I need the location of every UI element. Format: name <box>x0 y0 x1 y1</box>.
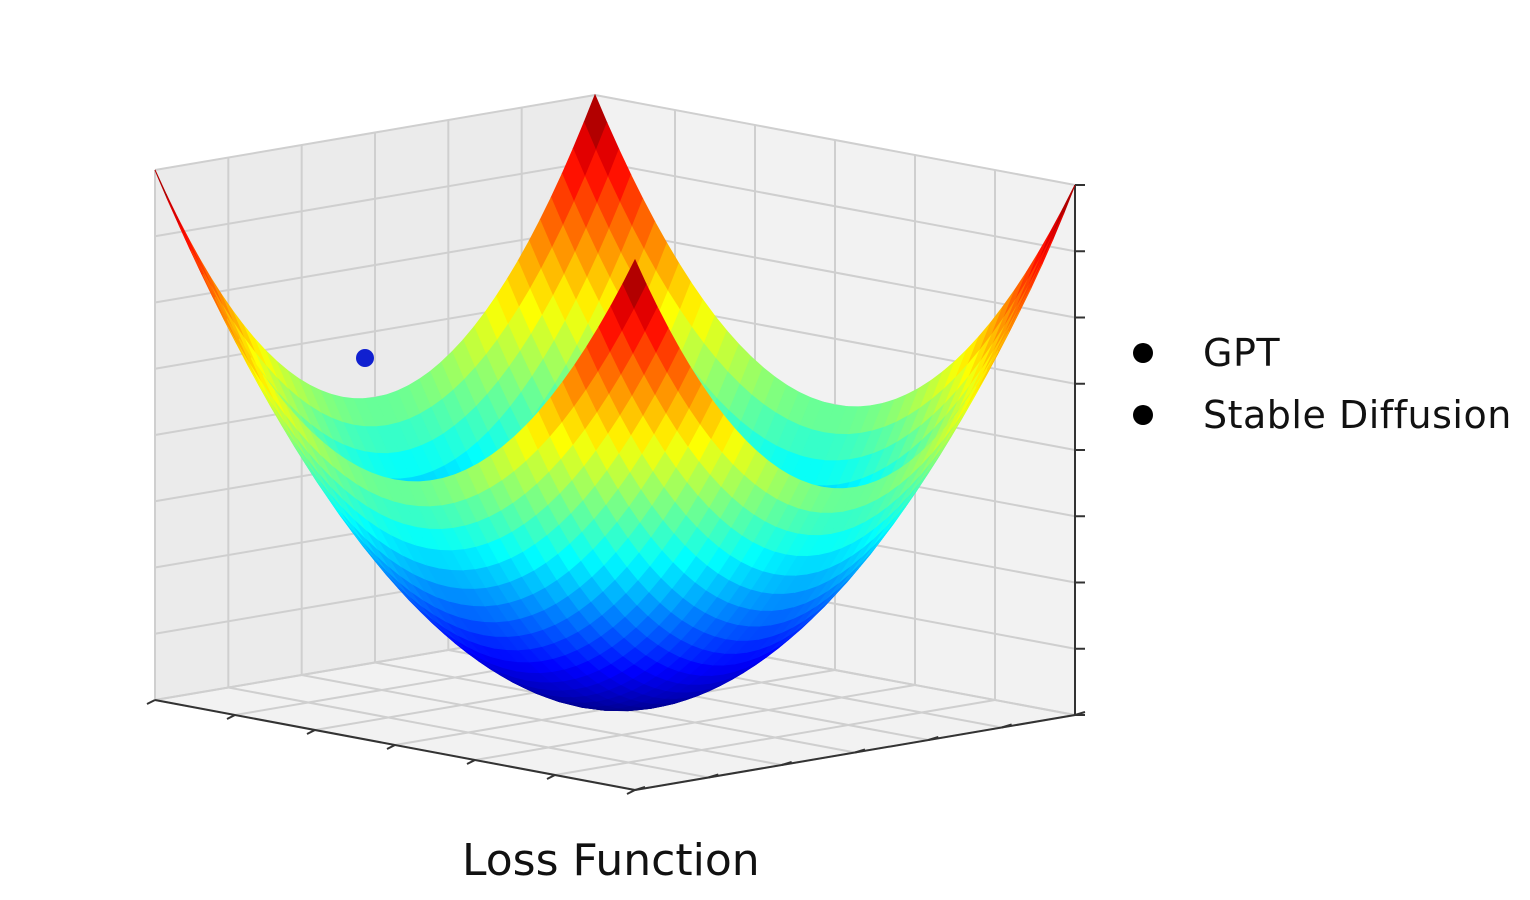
grid-line <box>594 160 1076 253</box>
data-point <box>356 349 374 367</box>
y-tick <box>781 761 792 766</box>
grid-line <box>228 686 709 779</box>
grid-line <box>154 94 596 171</box>
legend-label: Stable Diffusion <box>1203 393 1512 437</box>
y-tick <box>1001 723 1012 729</box>
x-tick <box>226 714 236 720</box>
y-tick <box>928 736 939 741</box>
x-tick <box>626 789 636 795</box>
x-tick <box>466 759 476 765</box>
x-axis-label: Loss Function <box>462 835 760 886</box>
legend-item-gpt: GPT <box>1125 322 1512 384</box>
loss-surface <box>154 93 1076 712</box>
grid-line <box>594 94 1076 186</box>
surface-cell <box>622 258 647 309</box>
y-tick <box>854 748 866 754</box>
model-point-marker <box>356 349 374 367</box>
x-tick <box>546 774 556 780</box>
y-tick <box>708 773 719 779</box>
grid-line <box>154 160 596 238</box>
x-tick <box>386 744 396 750</box>
axis-ticks <box>146 184 1086 795</box>
legend-marker <box>1133 343 1153 363</box>
x-tick <box>146 699 156 705</box>
legend-label: GPT <box>1203 331 1281 375</box>
grid-line <box>154 226 596 304</box>
x-tick <box>306 729 316 735</box>
legend-item-stable-diffusion: Stable Diffusion <box>1125 384 1512 446</box>
y-tick <box>634 786 646 791</box>
legend-marker <box>1133 405 1153 425</box>
grid-line <box>594 226 1076 319</box>
legend: GPT Stable Diffusion <box>1125 322 1512 446</box>
